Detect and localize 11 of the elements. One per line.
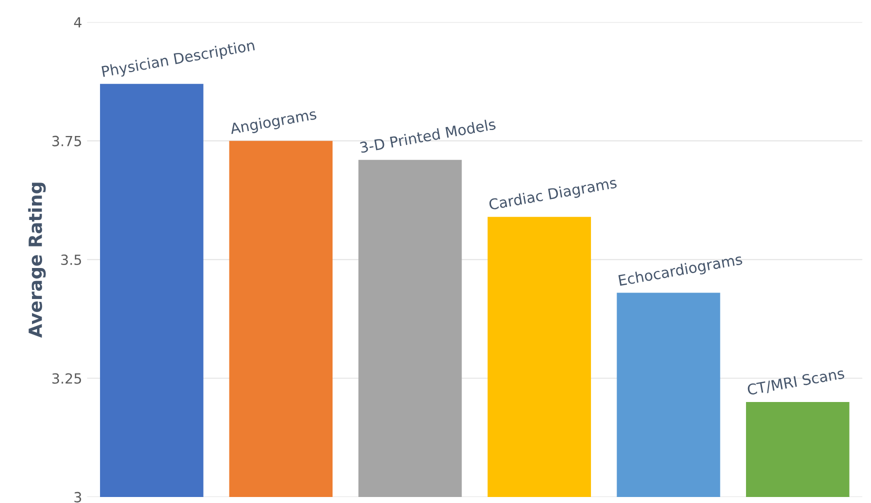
x-tick-label: Angiograms — [229, 108, 318, 138]
y-tick-label: 3.5 — [61, 254, 82, 266]
y-tick-label: 3.75 — [52, 136, 82, 146]
x-tick-label: 3-D Printed Models — [360, 118, 496, 154]
x-tick-label: Cardiac Diagrams — [488, 176, 618, 213]
x-tick-label: Physician Description — [102, 39, 256, 80]
y-axis-title: Average Rating — [28, 182, 46, 338]
y-tick-label: 3 — [74, 492, 82, 502]
y-tick-label: 3.25 — [52, 373, 82, 384]
x-tick-label: CT/MRI Scans — [746, 368, 845, 396]
y-tick-label: 4 — [74, 17, 82, 28]
